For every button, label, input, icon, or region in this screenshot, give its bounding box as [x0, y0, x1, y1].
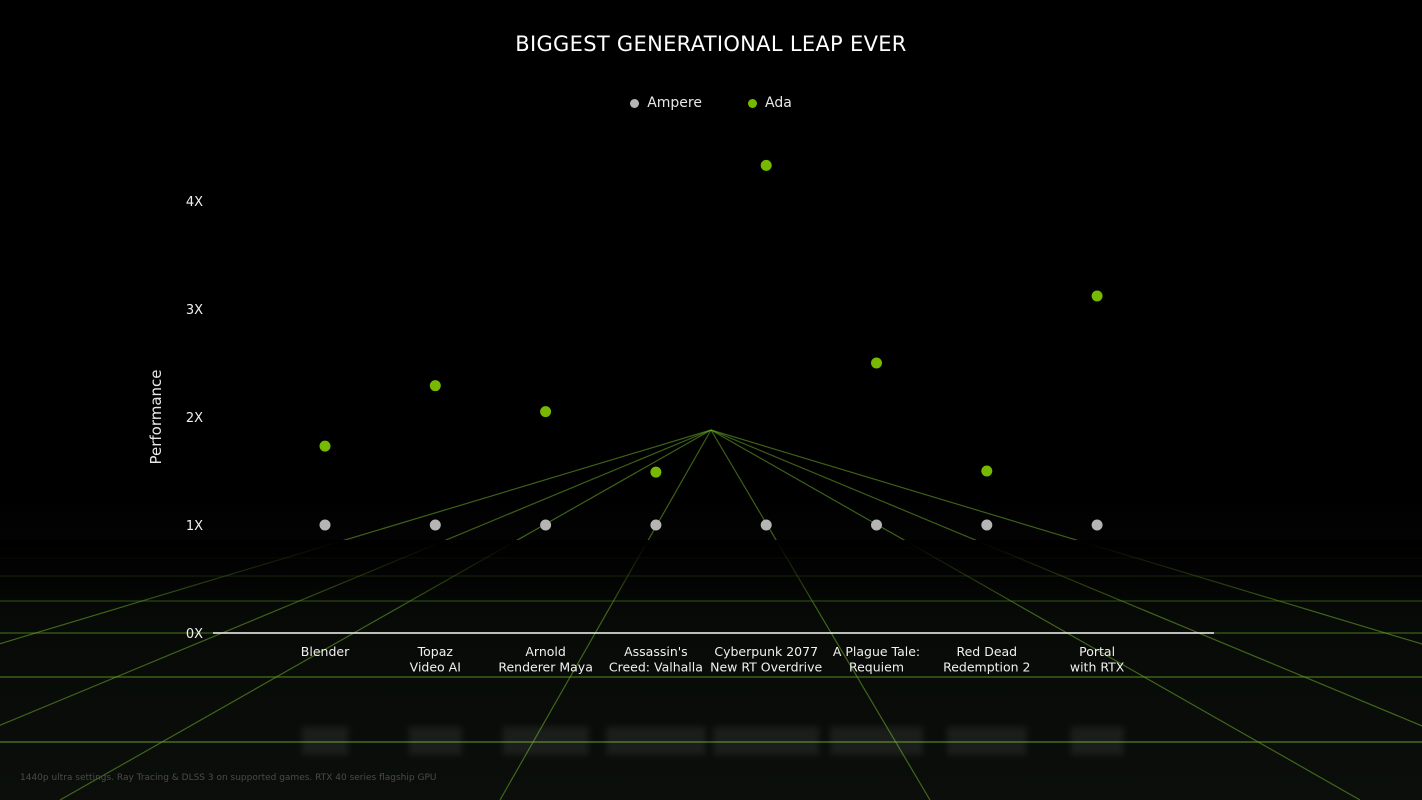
data-point-ada: [760, 159, 772, 171]
chart-title: BIGGEST GENERATIONAL LEAP EVER: [515, 32, 907, 56]
data-point-ada: [429, 380, 441, 392]
data-point-ada: [1091, 290, 1103, 302]
legend-label-ampere: Ampere: [647, 95, 702, 111]
axis-layer: 0X 1X 2X 3X 4X: [186, 195, 1214, 642]
legend-dot-ampere: [630, 98, 640, 108]
floor-grid-perspective-line: [710, 429, 1422, 727]
x-tick-label: Cyberpunk 2077 New RT Overdrive: [710, 644, 822, 675]
floor-grid-perspective-line: [710, 429, 1422, 645]
legend-dot-ada: [747, 98, 757, 108]
label-reflection: [502, 727, 589, 755]
data-point-ampere: [540, 519, 552, 531]
data-point-ada: [981, 465, 993, 477]
x-tick-label: Portal with RTX: [1070, 644, 1125, 675]
y-tick-label: 0X: [186, 627, 203, 642]
label-reflection: [1070, 727, 1124, 755]
data-point-ampere: [650, 519, 662, 531]
floor-grid-perspective-line: [0, 429, 712, 645]
label-reflection: [713, 727, 819, 755]
data-point-ada: [540, 406, 552, 418]
y-tick-label: 3X: [186, 303, 203, 318]
x-tick-label: Red Dead Redemption 2: [943, 644, 1030, 675]
y-tick-label: 4X: [186, 195, 203, 210]
x-tick-label: Assassin's Creed: Valhalla: [609, 644, 703, 675]
data-point-ampere: [319, 519, 331, 531]
perspective-floor-grid: [0, 429, 1422, 800]
data-point-ada: [871, 357, 882, 369]
data-point-ampere: [871, 519, 882, 531]
label-reflection: [606, 727, 706, 755]
label-reflection: [301, 727, 349, 755]
chart-legend: Ampere Ada: [0, 95, 1422, 111]
x-tick-label: Topaz Video AI: [410, 644, 461, 675]
legend-item-ada: Ada: [747, 95, 792, 111]
legend-label-ada: Ada: [764, 95, 792, 111]
label-reflection: [830, 727, 923, 755]
y-axis-label: Performance: [147, 369, 165, 465]
x-tick-label: Blender: [301, 644, 350, 659]
floor-grid-perspective-line: [59, 429, 712, 800]
label-reflection: [947, 727, 1027, 755]
y-tick-label: 1X: [186, 519, 203, 534]
floor-grid-perspective-line: [710, 429, 1361, 800]
data-point-ampere: [429, 519, 441, 531]
x-tick-label: Arnold Renderer Maya: [498, 644, 593, 675]
data-marks: [319, 159, 1103, 531]
x-tick-label: A Plague Tale: Requiem: [833, 644, 920, 675]
data-point-ada: [319, 440, 331, 452]
legend-item-ampere: Ampere: [630, 95, 702, 111]
x-tick-labels: Blender Topaz Video AI Arnold Renderer Maya A…: [301, 644, 1125, 675]
data-point-ampere: [1091, 519, 1103, 531]
data-point-ampere: [981, 519, 993, 531]
data-point-ada: [650, 466, 662, 478]
y-tick-label: 2X: [186, 411, 203, 426]
label-reflection: [408, 727, 462, 755]
footnote: 1440p ultra settings. Ray Tracing & DLSS…: [20, 773, 437, 783]
label-reflections: [301, 727, 1124, 755]
floor-fade-overlay: [0, 540, 1422, 610]
data-point-ampere: [760, 519, 772, 531]
floor-grid-perspective-line: [0, 429, 712, 726]
